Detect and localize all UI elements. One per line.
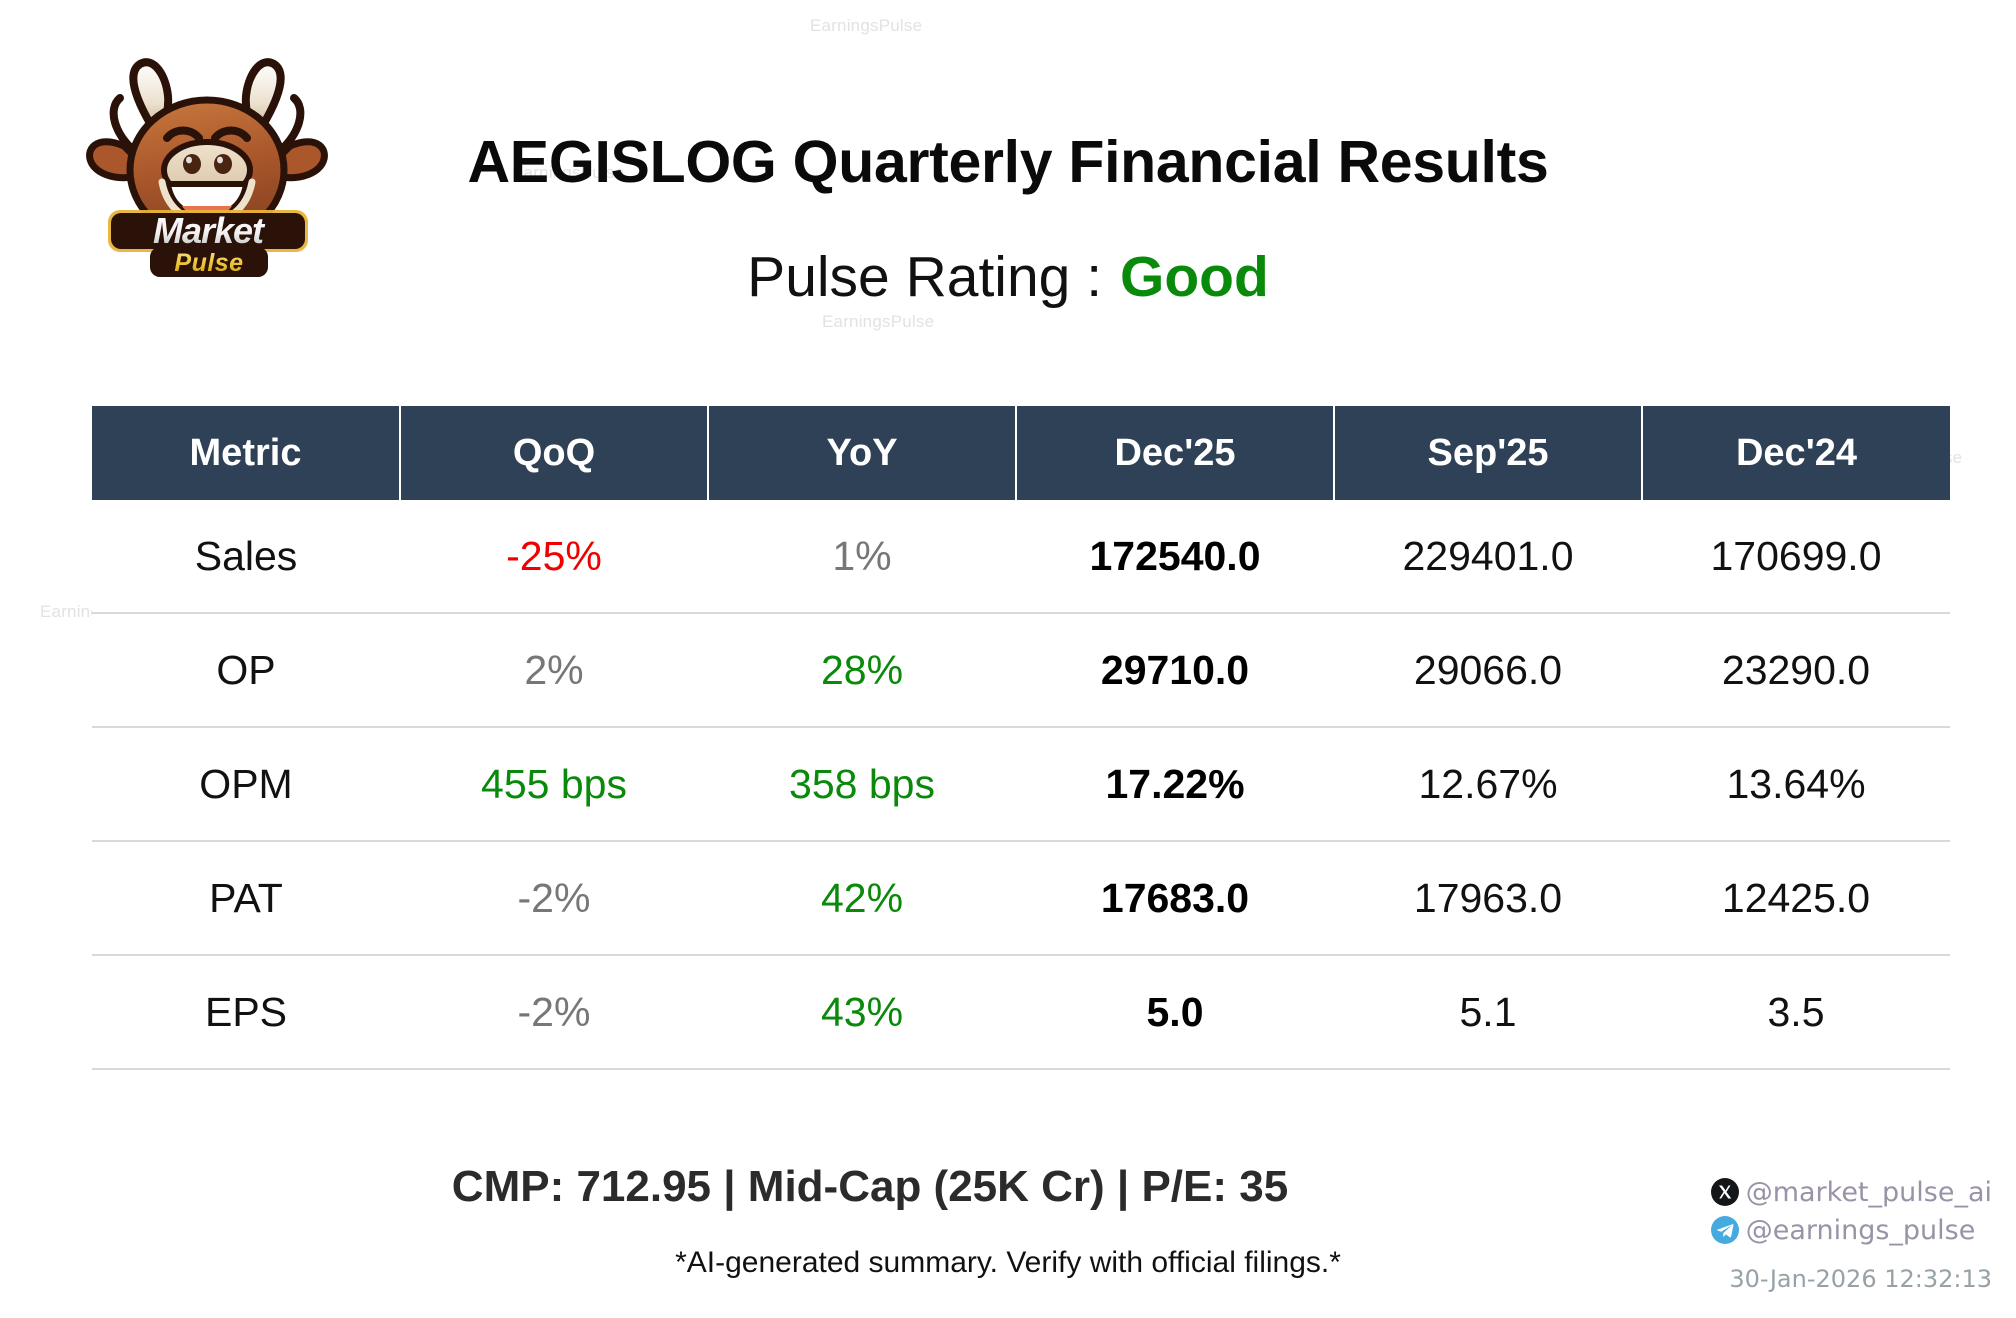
column-header-current-quarter: Dec'25	[1016, 406, 1335, 500]
column-header-year-ago-quarter: Dec'24	[1642, 406, 1950, 500]
results-table-container: Metric QoQ YoY Dec'25 Sep'25 Dec'24 Sale…	[92, 406, 1950, 1070]
cell-yoy: 358 bps	[708, 727, 1016, 842]
cell-metric: OP	[92, 613, 400, 728]
cell-qoq: -2%	[400, 841, 708, 956]
cell-previous-quarter: 229401.0	[1334, 500, 1642, 614]
cell-yoy: 42%	[708, 841, 1016, 956]
cell-metric: OPM	[92, 727, 400, 842]
cell-qoq: 2%	[400, 613, 708, 728]
cell-previous-quarter: 29066.0	[1334, 613, 1642, 728]
telegram-handle: @earnings_pulse	[1745, 1214, 1976, 1246]
social-handles: @market_pulse_ai @earnings_pulse	[1710, 1174, 1992, 1250]
table-body: Sales -25% 1% 172540.0 229401.0 170699.0 OP 2% 2…	[92, 500, 1950, 1070]
cell-yoy: 1%	[708, 500, 1016, 614]
svg-text:Market: Market	[153, 210, 266, 251]
x-twitter-icon	[1710, 1177, 1740, 1207]
cell-qoq: -2%	[400, 955, 708, 1070]
cell-current-quarter: 5.0	[1016, 955, 1334, 1070]
cmp-summary-line: CMP: 712.95 | Mid-Cap (25K Cr) | P/E: 35	[451, 1162, 1289, 1211]
x-handle: @market_pulse_ai	[1745, 1176, 1992, 1208]
cell-current-quarter: 29710.0	[1016, 613, 1334, 728]
page-title: AEGISLOG Quarterly Financial Results	[467, 129, 1549, 195]
svg-text:Pulse: Pulse	[174, 249, 243, 277]
cell-current-quarter: 172540.0	[1016, 500, 1334, 614]
column-header-previous-quarter: Sep'25	[1334, 406, 1643, 500]
pulse-rating-value: Good	[1120, 245, 1269, 309]
market-pulse-logo: Market Pulse	[62, 38, 352, 298]
cell-qoq: 455 bps	[400, 727, 708, 842]
pulse-rating-line: Pulse Rating : Good	[0, 244, 2016, 310]
table-row: OP 2% 28% 29710.0 29066.0 23290.0	[92, 613, 1950, 728]
cell-previous-quarter: 17963.0	[1334, 841, 1642, 956]
cell-metric: PAT	[92, 841, 400, 956]
cell-year-ago-quarter: 23290.0	[1642, 613, 1950, 728]
table-row: Sales -25% 1% 172540.0 229401.0 170699.0	[92, 500, 1950, 614]
cell-current-quarter: 17.22%	[1016, 727, 1334, 842]
telegram-icon	[1710, 1215, 1740, 1245]
column-header-qoq: QoQ	[400, 406, 709, 500]
watermark: EarningsPulse	[822, 312, 935, 331]
cell-yoy: 28%	[708, 613, 1016, 728]
column-header-metric: Metric	[92, 406, 401, 500]
cell-metric: EPS	[92, 955, 400, 1070]
cell-year-ago-quarter: 12425.0	[1642, 841, 1950, 956]
cell-current-quarter: 17683.0	[1016, 841, 1334, 956]
disclaimer-text: *AI-generated summary. Verify with offic…	[675, 1246, 1341, 1279]
table-header-row: Metric QoQ YoY Dec'25 Sep'25 Dec'24	[92, 406, 1950, 500]
social-row-telegram[interactable]: @earnings_pulse	[1710, 1212, 1992, 1248]
social-row-x[interactable]: @market_pulse_ai	[1710, 1174, 1992, 1210]
pulse-rating-label: Pulse Rating :	[747, 245, 1103, 309]
cell-previous-quarter: 12.67%	[1334, 727, 1642, 842]
cell-year-ago-quarter: 170699.0	[1642, 500, 1950, 614]
column-header-yoy: YoY	[708, 406, 1017, 500]
generated-timestamp: 30-Jan-2026 12:32:13	[1729, 1265, 1992, 1293]
table-row: EPS -2% 43% 5.0 5.1 3.5	[92, 955, 1950, 1070]
quarterly-results-table: Metric QoQ YoY Dec'25 Sep'25 Dec'24 Sale…	[92, 406, 1950, 1070]
cell-year-ago-quarter: 13.64%	[1642, 727, 1950, 842]
cell-qoq: -25%	[400, 500, 708, 614]
table-row: PAT -2% 42% 17683.0 17963.0 12425.0	[92, 841, 1950, 956]
cell-previous-quarter: 5.1	[1334, 955, 1642, 1070]
cell-yoy: 43%	[708, 955, 1016, 1070]
watermark: EarningsPulse	[810, 16, 923, 35]
cell-metric: Sales	[92, 500, 400, 614]
cell-year-ago-quarter: 3.5	[1642, 955, 1950, 1070]
table-row: OPM 455 bps 358 bps 17.22% 12.67% 13.64%	[92, 727, 1950, 842]
